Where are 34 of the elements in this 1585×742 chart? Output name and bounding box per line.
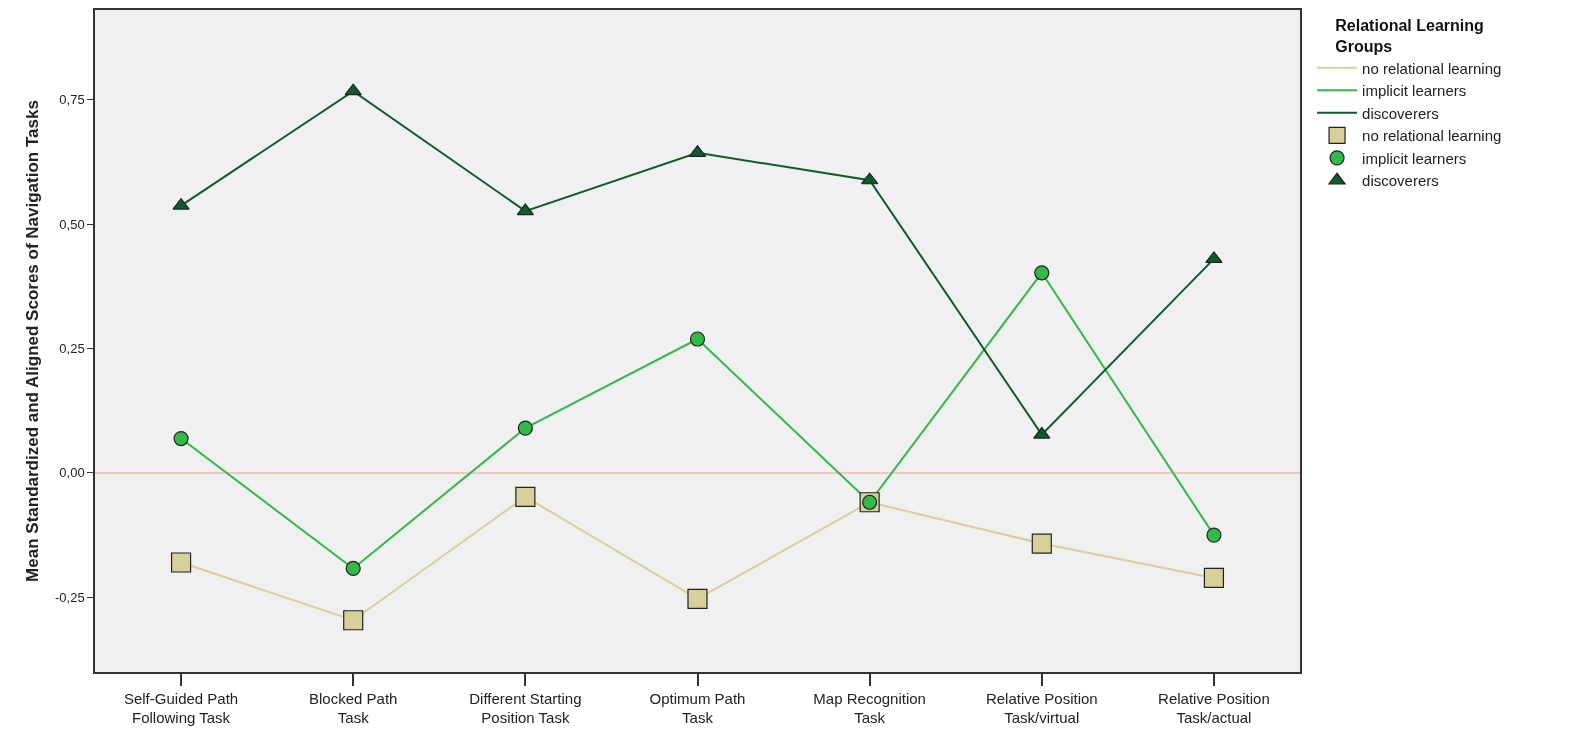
point [344, 83, 362, 96]
x-tick-label: Map Recognition Task [813, 689, 926, 727]
point [1203, 567, 1225, 589]
x-tick-label: Blocked Path Task [309, 689, 398, 727]
point [1206, 527, 1222, 543]
point [687, 588, 708, 609]
x-tick-label: Different Starting Position Task [469, 689, 582, 727]
point [517, 420, 533, 436]
point [345, 560, 361, 577]
y-axis-title: Mean Standardized and Aligned Scores of Navigation Tasks [23, 100, 43, 582]
y-tick-label: 0,75 [59, 92, 85, 108]
y-tick-label: 0,50 [59, 216, 85, 232]
x-tick-label: Self-Guided Path Following Task [123, 689, 239, 727]
point [173, 430, 189, 447]
point [343, 610, 364, 631]
legend-title: Relational Learning Groups [1335, 16, 1484, 55]
text: implicit learners [1362, 82, 1467, 100]
point [170, 552, 192, 573]
point [1033, 426, 1051, 439]
x-tick-label: Relative Position Task/actual [1158, 689, 1270, 727]
text: no relational learning [1362, 59, 1502, 77]
text: discoverers [1362, 172, 1439, 190]
y-tick-label: -0,25 [55, 589, 85, 605]
legend-label: no relational learning [1362, 127, 1502, 145]
legend-label: implicit learners [1362, 149, 1467, 167]
point [689, 331, 706, 347]
point [1031, 533, 1052, 554]
y-tick-label: 0,25 [59, 341, 85, 357]
point [1034, 265, 1050, 281]
legend-label: discoverers [1362, 104, 1439, 122]
point [515, 486, 536, 507]
x-tick-label: Relative Position Task/virtual [985, 689, 1098, 727]
y-tick-label: 0,00 [59, 465, 85, 481]
x-tick-label: Optimum Path Task [649, 689, 746, 727]
